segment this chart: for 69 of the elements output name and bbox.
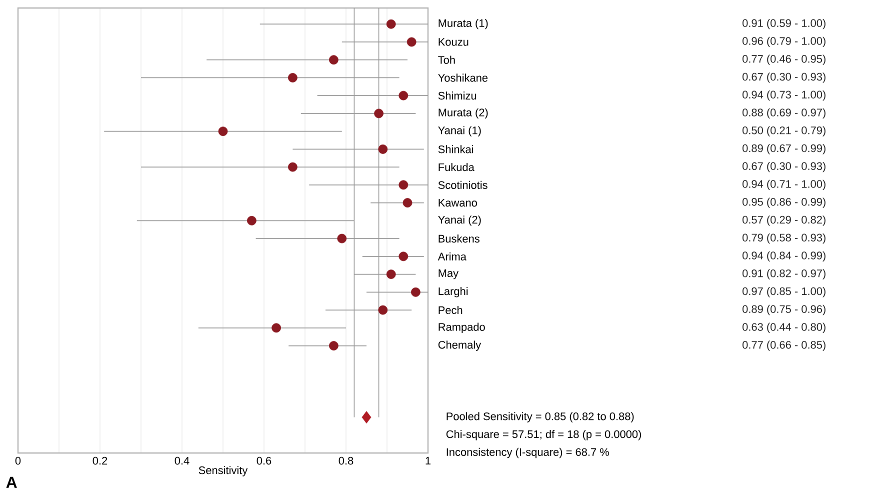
point xyxy=(272,323,282,333)
data-label: 0.67 (0.30 - 0.93) xyxy=(742,72,826,83)
y-tick-label: Buskens xyxy=(438,234,480,243)
y-tick-label: Yoshikane xyxy=(438,74,488,82)
y-tick-label: Scotiniotis xyxy=(438,180,488,189)
y-tick-label: Murata (2) xyxy=(438,108,488,119)
point xyxy=(362,411,372,424)
point xyxy=(398,180,408,190)
y-tick-label: Kouzu xyxy=(438,38,468,46)
point xyxy=(374,108,384,118)
data-label: 0.89 (0.75 - 0.96) xyxy=(742,304,826,316)
data-label: 0.94 (0.73 - 1.00) xyxy=(742,90,826,101)
data-label: 0.91 (0.59 - 1.00) xyxy=(742,18,826,30)
y-tick-label: Kawano xyxy=(438,198,477,207)
x-axis-title: Sensitivity xyxy=(198,466,248,476)
data-label: 0.79 (0.58 - 0.93) xyxy=(742,233,826,244)
y-tick-label: Chemaly xyxy=(438,340,482,351)
point xyxy=(398,252,408,262)
data-label: 0.50 (0.21 - 0.79) xyxy=(742,126,826,136)
point xyxy=(337,234,347,244)
x-tick-label: 1 xyxy=(426,456,431,464)
point xyxy=(288,162,298,172)
text: A xyxy=(6,476,17,488)
text: Pooled Sensitivity = 0.85 (0.82 to 0.88) xyxy=(446,412,634,422)
data-label: 0.94 (0.71 - 1.00) xyxy=(742,180,826,190)
data-label: 0.95 (0.86 - 0.99) xyxy=(742,198,826,208)
data-label: 0.89 (0.67 - 0.99) xyxy=(742,144,826,154)
y-tick-label: Pech xyxy=(438,306,462,314)
point xyxy=(329,341,338,350)
data-label: 0.96 (0.79 - 1.00) xyxy=(742,36,826,48)
y-tick-label: Larghi xyxy=(438,287,468,298)
y-tick-label: Yanai (2) xyxy=(438,216,481,226)
y-tick-label: Fukuda xyxy=(438,163,474,172)
point xyxy=(386,19,396,29)
point xyxy=(329,55,338,65)
point xyxy=(402,198,412,208)
y-tick-label: May xyxy=(438,269,459,280)
y-tick-label: Murata (1) xyxy=(438,18,488,30)
point xyxy=(406,37,416,47)
text: Chi-square = 57.51; df = 18 (p = 0.0000) xyxy=(446,430,642,440)
data-label: 0.97 (0.85 - 1.00) xyxy=(742,287,826,298)
y-tick-label: Yanai (1) xyxy=(438,126,481,136)
x-tick-label: 0 xyxy=(15,456,21,465)
data-label: 0.77 (0.66 - 0.85) xyxy=(742,340,826,351)
x-tick-label: 0.6 xyxy=(256,456,272,465)
point xyxy=(411,287,420,297)
data-label: 0.88 (0.69 - 0.97) xyxy=(742,108,826,119)
point xyxy=(398,90,408,100)
point xyxy=(247,216,256,226)
y-tick-label: Arima xyxy=(438,252,466,260)
data-label: 0.57 (0.29 - 0.82) xyxy=(742,216,826,226)
data-label: 0.94 (0.84 - 0.99) xyxy=(742,251,826,262)
point xyxy=(378,305,388,315)
point xyxy=(288,73,298,82)
x-tick-label: 0.2 xyxy=(92,456,108,465)
y-tick-label: Rampado xyxy=(438,322,485,334)
data-label: 0.77 (0.46 - 0.95) xyxy=(742,54,826,65)
data-label: 0.91 (0.82 - 0.97) xyxy=(742,269,826,280)
x-tick-label: 0.4 xyxy=(174,456,190,465)
y-tick-label: Toh xyxy=(438,56,455,64)
x-tick-label: 0.8 xyxy=(338,456,354,465)
text: Inconsistency (I-square) = 68.7 % xyxy=(446,448,609,458)
point xyxy=(218,126,228,136)
point xyxy=(378,144,388,154)
y-tick-label: Shinkai xyxy=(438,145,474,154)
y-tick-label: Shimizu xyxy=(438,92,476,100)
point xyxy=(386,270,396,279)
data-label: 0.63 (0.44 - 0.80) xyxy=(742,322,826,334)
data-label: 0.67 (0.30 - 0.93) xyxy=(742,162,826,172)
